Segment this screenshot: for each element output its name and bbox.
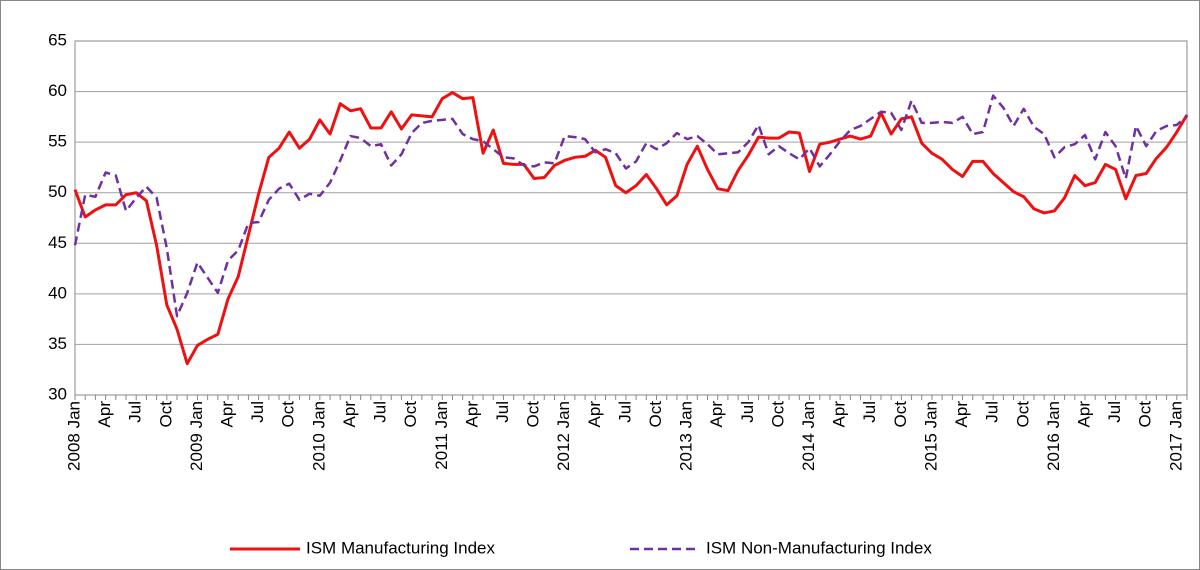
series-line (73, 94, 1188, 318)
x-tick-label: 2011 Jan (432, 401, 451, 470)
x-tick-label: Oct (401, 401, 420, 428)
x-tick-label: Apr (952, 401, 971, 428)
x-tick-label: 2017 Jan (1166, 401, 1185, 471)
x-tick-label: 2012 Jan (554, 401, 573, 471)
x-tick-label: Apr (340, 401, 359, 428)
y-tick-label: 45 (48, 233, 67, 252)
series-line (73, 91, 1189, 366)
y-tick-label: 55 (48, 132, 67, 151)
x-tick-label: 2016 Jan (1044, 401, 1063, 471)
x-tick-label: Oct (646, 401, 665, 428)
x-tick-label: Oct (156, 401, 175, 428)
x-tick-label: Jul (371, 401, 390, 423)
x-tick-label: Apr (95, 401, 114, 428)
x-tick-label: Jul (860, 401, 879, 423)
x-tick-label: Oct (891, 401, 910, 428)
x-tick-label: Apr (462, 401, 481, 428)
y-tick-label: 35 (48, 334, 67, 353)
x-tick-label: Apr (218, 401, 237, 428)
x-tick-label: Jul (983, 401, 1002, 423)
x-tick-label: Oct (1013, 401, 1032, 428)
x-tick-label: 2009 Jan (187, 401, 206, 471)
x-tick-label: Oct (524, 401, 543, 428)
x-tick-label: Apr (830, 401, 849, 428)
y-tick-label: 30 (48, 384, 67, 403)
x-tick-label: 2010 Jan (309, 401, 328, 471)
x-tick-label: Jul (615, 401, 634, 423)
x-tick-label: Oct (768, 401, 787, 428)
x-tick-label: Jul (738, 401, 757, 423)
x-tick-label: Apr (585, 401, 604, 428)
x-tick-label: Jul (248, 401, 267, 423)
x-tick-label: 2013 Jan (677, 401, 696, 471)
x-tick-label: Oct (1136, 401, 1155, 428)
y-tick-label: 65 (48, 30, 67, 49)
x-tick-label: Jul (493, 401, 512, 423)
x-tick-label: Oct (279, 401, 298, 428)
legend-label: ISM Manufacturing Index (306, 538, 495, 557)
legend-label: ISM Non-Manufacturing Index (706, 538, 932, 557)
plot-border (74, 40, 1188, 396)
x-tick-label: Apr (707, 401, 726, 428)
y-tick-label: 40 (48, 283, 67, 302)
x-tick-label: 2014 Jan (799, 401, 818, 471)
x-tick-label: 2008 Jan (64, 401, 83, 471)
x-tick-label: Jul (1105, 401, 1124, 423)
x-tick-label: Jul (126, 401, 145, 423)
x-tick-label: 2015 Jan (921, 401, 940, 471)
y-tick-label: 50 (48, 182, 67, 201)
x-tick-label: Apr (1074, 401, 1093, 428)
y-tick-label: 60 (48, 81, 67, 100)
